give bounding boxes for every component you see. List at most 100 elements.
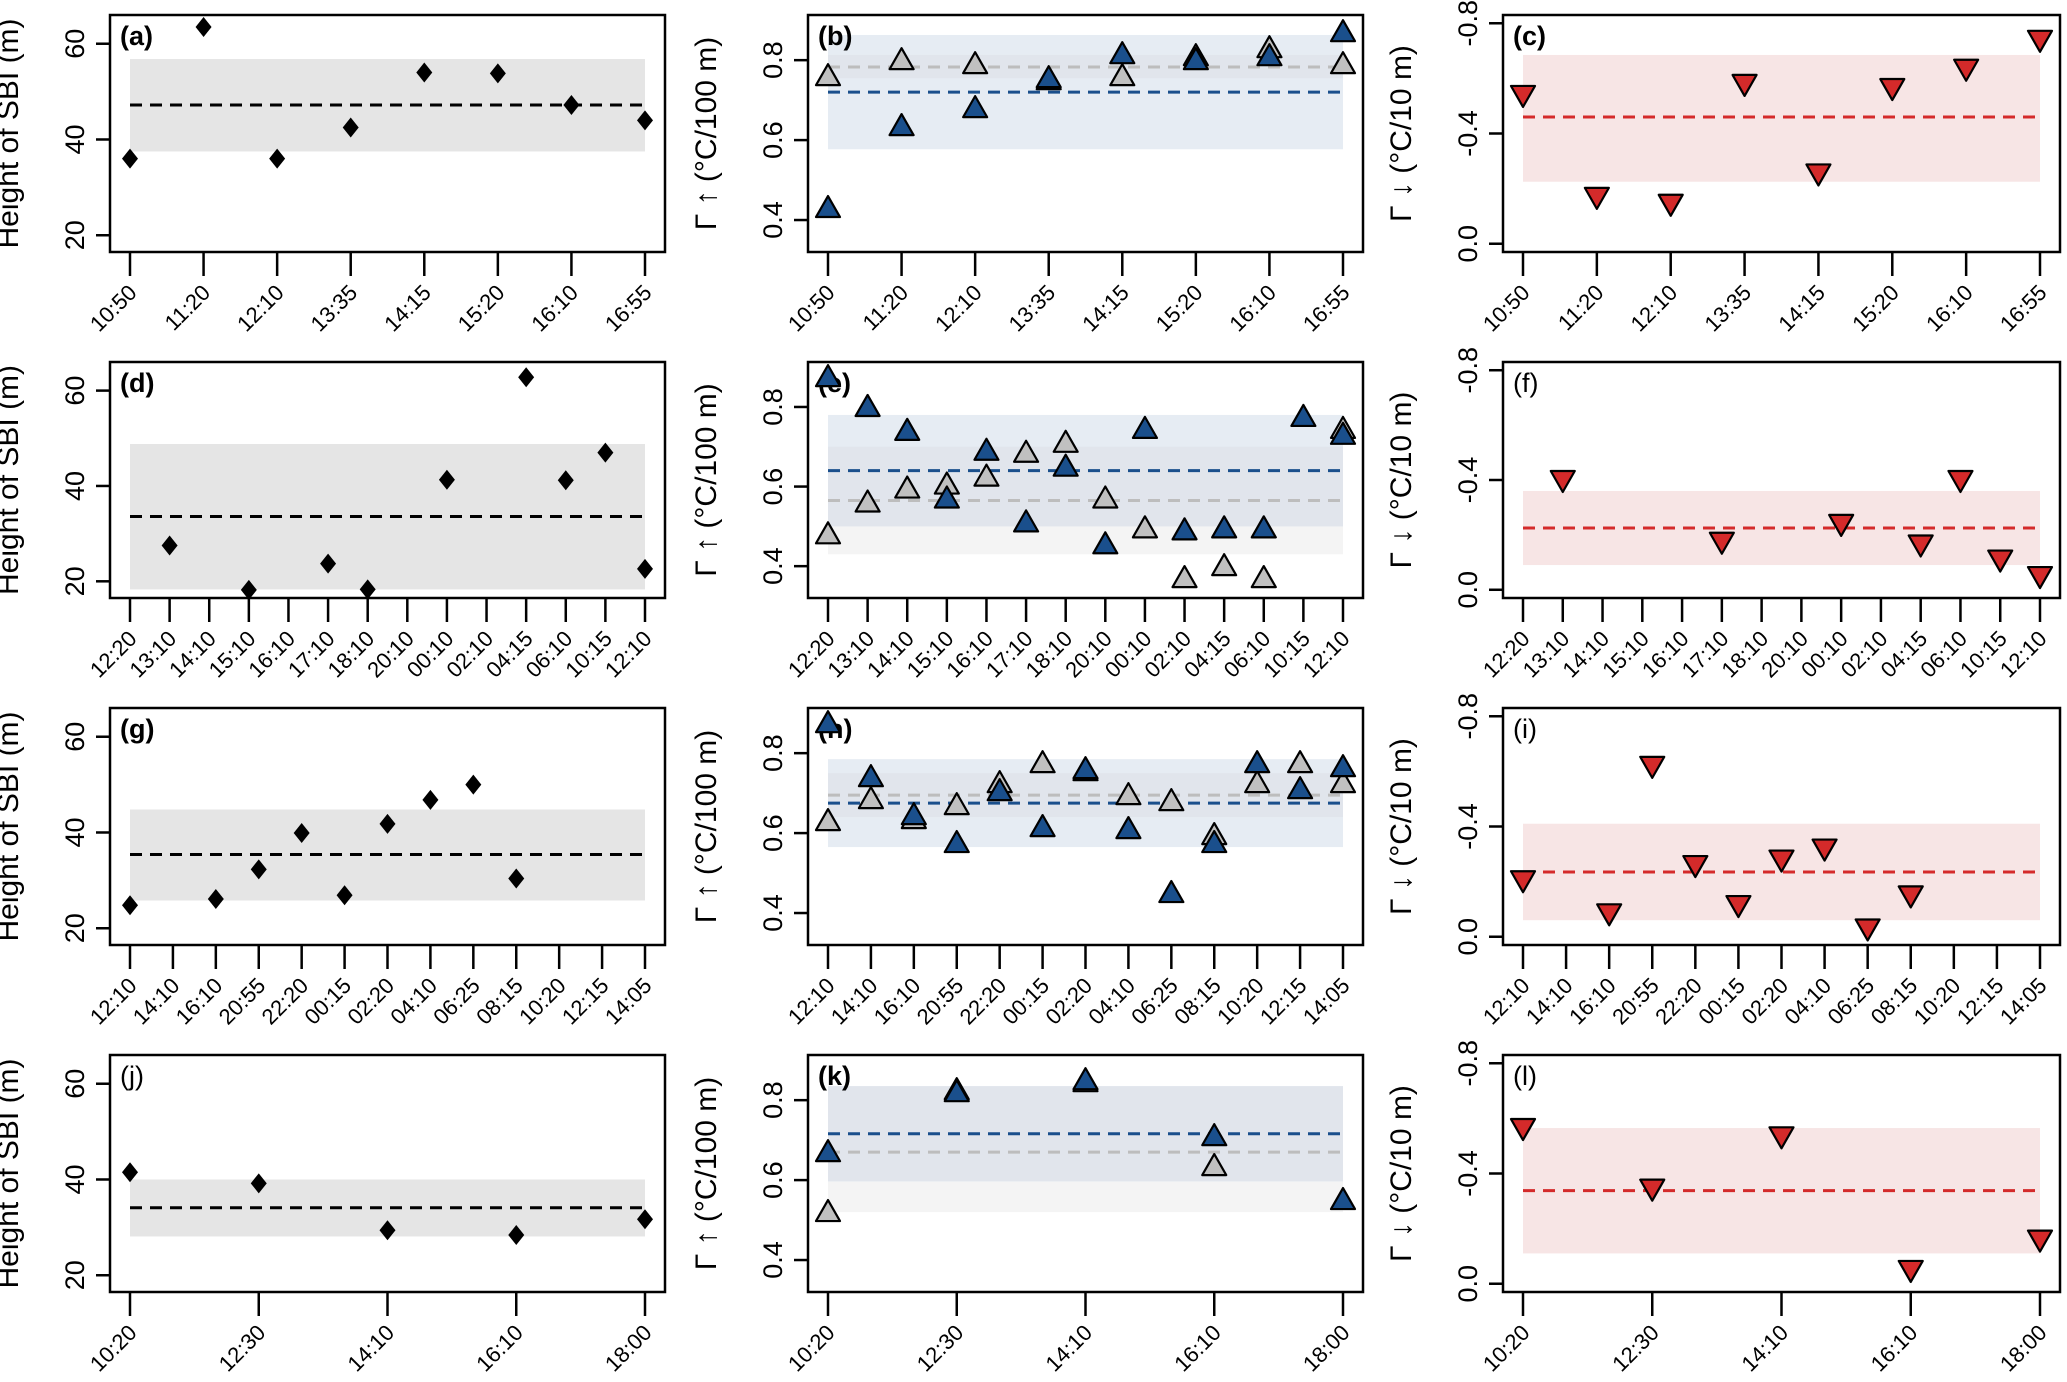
y-tick-label: -0.4 xyxy=(1453,457,1483,504)
x-tick-label: 11:20 xyxy=(1553,280,1608,335)
y-axis-title: Γ ↓ (°C/10 m) xyxy=(1385,738,1418,915)
x-tick-label: 22:20 xyxy=(955,973,1012,1030)
x-tick-label: 12:10 xyxy=(1995,626,2052,683)
x-tick-label: 12:10 xyxy=(600,626,657,683)
x-tick-label: 14:10 xyxy=(1040,1320,1097,1377)
data-point-blue-triangle xyxy=(888,113,915,137)
y-tick-label: 0.0 xyxy=(1453,918,1483,956)
data-point-blue-triangle xyxy=(1256,43,1283,67)
x-tick-label: 20:55 xyxy=(214,973,271,1030)
x-tick-label: 10:50 xyxy=(783,280,840,337)
plot-frame xyxy=(806,13,1365,254)
data-point-blue-triangle xyxy=(1052,453,1079,477)
data-point-diamond xyxy=(637,1209,653,1230)
data-point-red-triangle xyxy=(1879,77,1906,102)
x-tick-label: 20:55 xyxy=(1607,973,1664,1030)
x-tick-label: 10:50 xyxy=(85,280,142,337)
data-point-diamond xyxy=(250,1173,267,1194)
panel-i: 0.0-0.4-0.8Γ ↓ (°C/10 m)12:1014:1016:102… xyxy=(1385,693,2062,1030)
x-tick-label: 16:10 xyxy=(869,973,926,1030)
data-point-gray-triangle xyxy=(1286,750,1314,774)
x-tick-label: 16:10 xyxy=(526,280,583,337)
data-point-red-triangle xyxy=(1549,469,1576,494)
data-point-gray-triangle xyxy=(1201,1153,1228,1177)
x-tick-label: 06:25 xyxy=(1823,973,1880,1030)
data-point-red-triangle xyxy=(1725,894,1752,919)
data-point-diamond xyxy=(379,813,396,834)
panel-g: 20 40 60 Height of SBI (m) 12:1014:1016:1020… xyxy=(0,706,667,1030)
data-point-diamond xyxy=(379,1220,396,1241)
data-point-diamond xyxy=(422,789,439,810)
data-point-blue-triangle xyxy=(1201,1123,1228,1147)
x-tick-label: 18:00 xyxy=(1298,1320,1355,1377)
x-tick-label: 10:20 xyxy=(1909,973,1966,1030)
data-point-blue-triangle xyxy=(814,1139,842,1163)
data-point-gray-triangle xyxy=(1250,565,1277,589)
x-tick-label: 10:20 xyxy=(514,973,571,1030)
y-axis-title: Γ ↑ (°C/100 m) xyxy=(690,1077,723,1271)
x-tick-label: 12:15 xyxy=(1952,973,2009,1030)
x-tick-label: 02:20 xyxy=(1040,973,1097,1030)
x-tick-label: 14:10 xyxy=(128,973,185,1030)
data-point-blue-triangle xyxy=(814,364,842,388)
data-point-red-triangle xyxy=(1509,84,1537,109)
data-point-red-triangle xyxy=(1509,1117,1537,1142)
y-tick-label: 60 xyxy=(60,29,90,59)
panel-label: (g) xyxy=(120,714,154,744)
y-axis-title: Height of SBI (m) xyxy=(0,1058,25,1288)
data-point-diamond xyxy=(320,553,337,574)
x-tick-label: 10:20 xyxy=(1212,973,1269,1030)
y-axis-title: Height of SBI (m) xyxy=(0,365,25,595)
data-point-blue-triangle xyxy=(962,95,989,119)
x-tick-label: 12:15 xyxy=(557,973,614,1030)
x-tick-label: 12:10 xyxy=(85,973,142,1030)
panel-label: (b) xyxy=(818,21,852,51)
x-tick-label: 14:05 xyxy=(1995,973,2052,1030)
y-axis-title: Γ ↓ (°C/10 m) xyxy=(1385,45,1418,222)
data-point-red-triangle xyxy=(1596,903,1623,927)
y-tick-label: 40 xyxy=(60,1164,90,1194)
panel-h: 0.4 0.6 0.8 Γ ↑ (°C/100 m) 12:1014:1016:1020… xyxy=(690,706,1365,1030)
x-tick-label: 12:10 xyxy=(1478,973,1535,1030)
y-axis-title: Γ ↓ (°C/10 m) xyxy=(1385,1085,1418,1262)
data-point-blue-triangle xyxy=(1329,19,1357,43)
data-point-red-triangle xyxy=(1987,549,2014,573)
data-point-gray-triangle xyxy=(1329,770,1357,794)
data-point-gray-triangle xyxy=(1012,439,1040,463)
data-point-blue-triangle xyxy=(1029,813,1056,838)
x-tick-label: 12:30 xyxy=(1607,1320,1664,1377)
x-tick-label: 16:10 xyxy=(1564,973,1621,1030)
y-tick-label: -0.8 xyxy=(1453,347,1483,394)
y-tick-label: 60 xyxy=(60,722,90,752)
data-point-diamond xyxy=(597,442,614,463)
data-point-blue-triangle xyxy=(1329,754,1357,778)
data-point-red-triangle xyxy=(1639,755,1666,779)
data-point-gray-triangle xyxy=(814,521,842,545)
y-tick-label: 0.0 xyxy=(1453,1265,1483,1303)
data-point-blue-triangle xyxy=(1182,47,1209,71)
plot-frame xyxy=(806,360,1365,600)
data-point-red-triangle xyxy=(2026,29,2054,53)
data-point-diamond xyxy=(293,822,310,843)
x-tick-label: 14:15 xyxy=(1077,280,1134,337)
data-point-gray-triangle xyxy=(1158,788,1185,812)
data-point-blue-triangle xyxy=(1092,531,1119,555)
data-point-diamond xyxy=(240,579,257,600)
panel-l: 0.0 -0.4 -0.8 Γ ↓ (°C/10 m) 10:20 12:30 14:10 1… xyxy=(1385,1040,2062,1377)
y-tick-label: 0.4 xyxy=(758,201,788,239)
data-point-diamond xyxy=(122,1162,138,1183)
data-point-red-triangle xyxy=(1897,1259,1924,1284)
panel-label: (k) xyxy=(818,1061,851,1091)
y-tick-label: 0.0 xyxy=(1453,571,1483,609)
data-point-red-triangle xyxy=(2026,565,2054,590)
y-axis-title: Γ ↓ (°C/10 m) xyxy=(1385,392,1418,569)
panel-label: (a) xyxy=(120,21,153,51)
data-point-blue-triangle xyxy=(814,194,842,219)
x-tick-label: 04:10 xyxy=(1780,973,1837,1030)
x-tick-label: 14:15 xyxy=(1773,280,1830,337)
data-point-blue-triangle xyxy=(1211,515,1238,539)
data-point-red-triangle xyxy=(1708,531,1735,555)
y-tick-label: 0.4 xyxy=(758,1241,788,1279)
data-point-blue-triangle xyxy=(943,829,970,854)
panel-label: (i) xyxy=(1513,714,1537,744)
